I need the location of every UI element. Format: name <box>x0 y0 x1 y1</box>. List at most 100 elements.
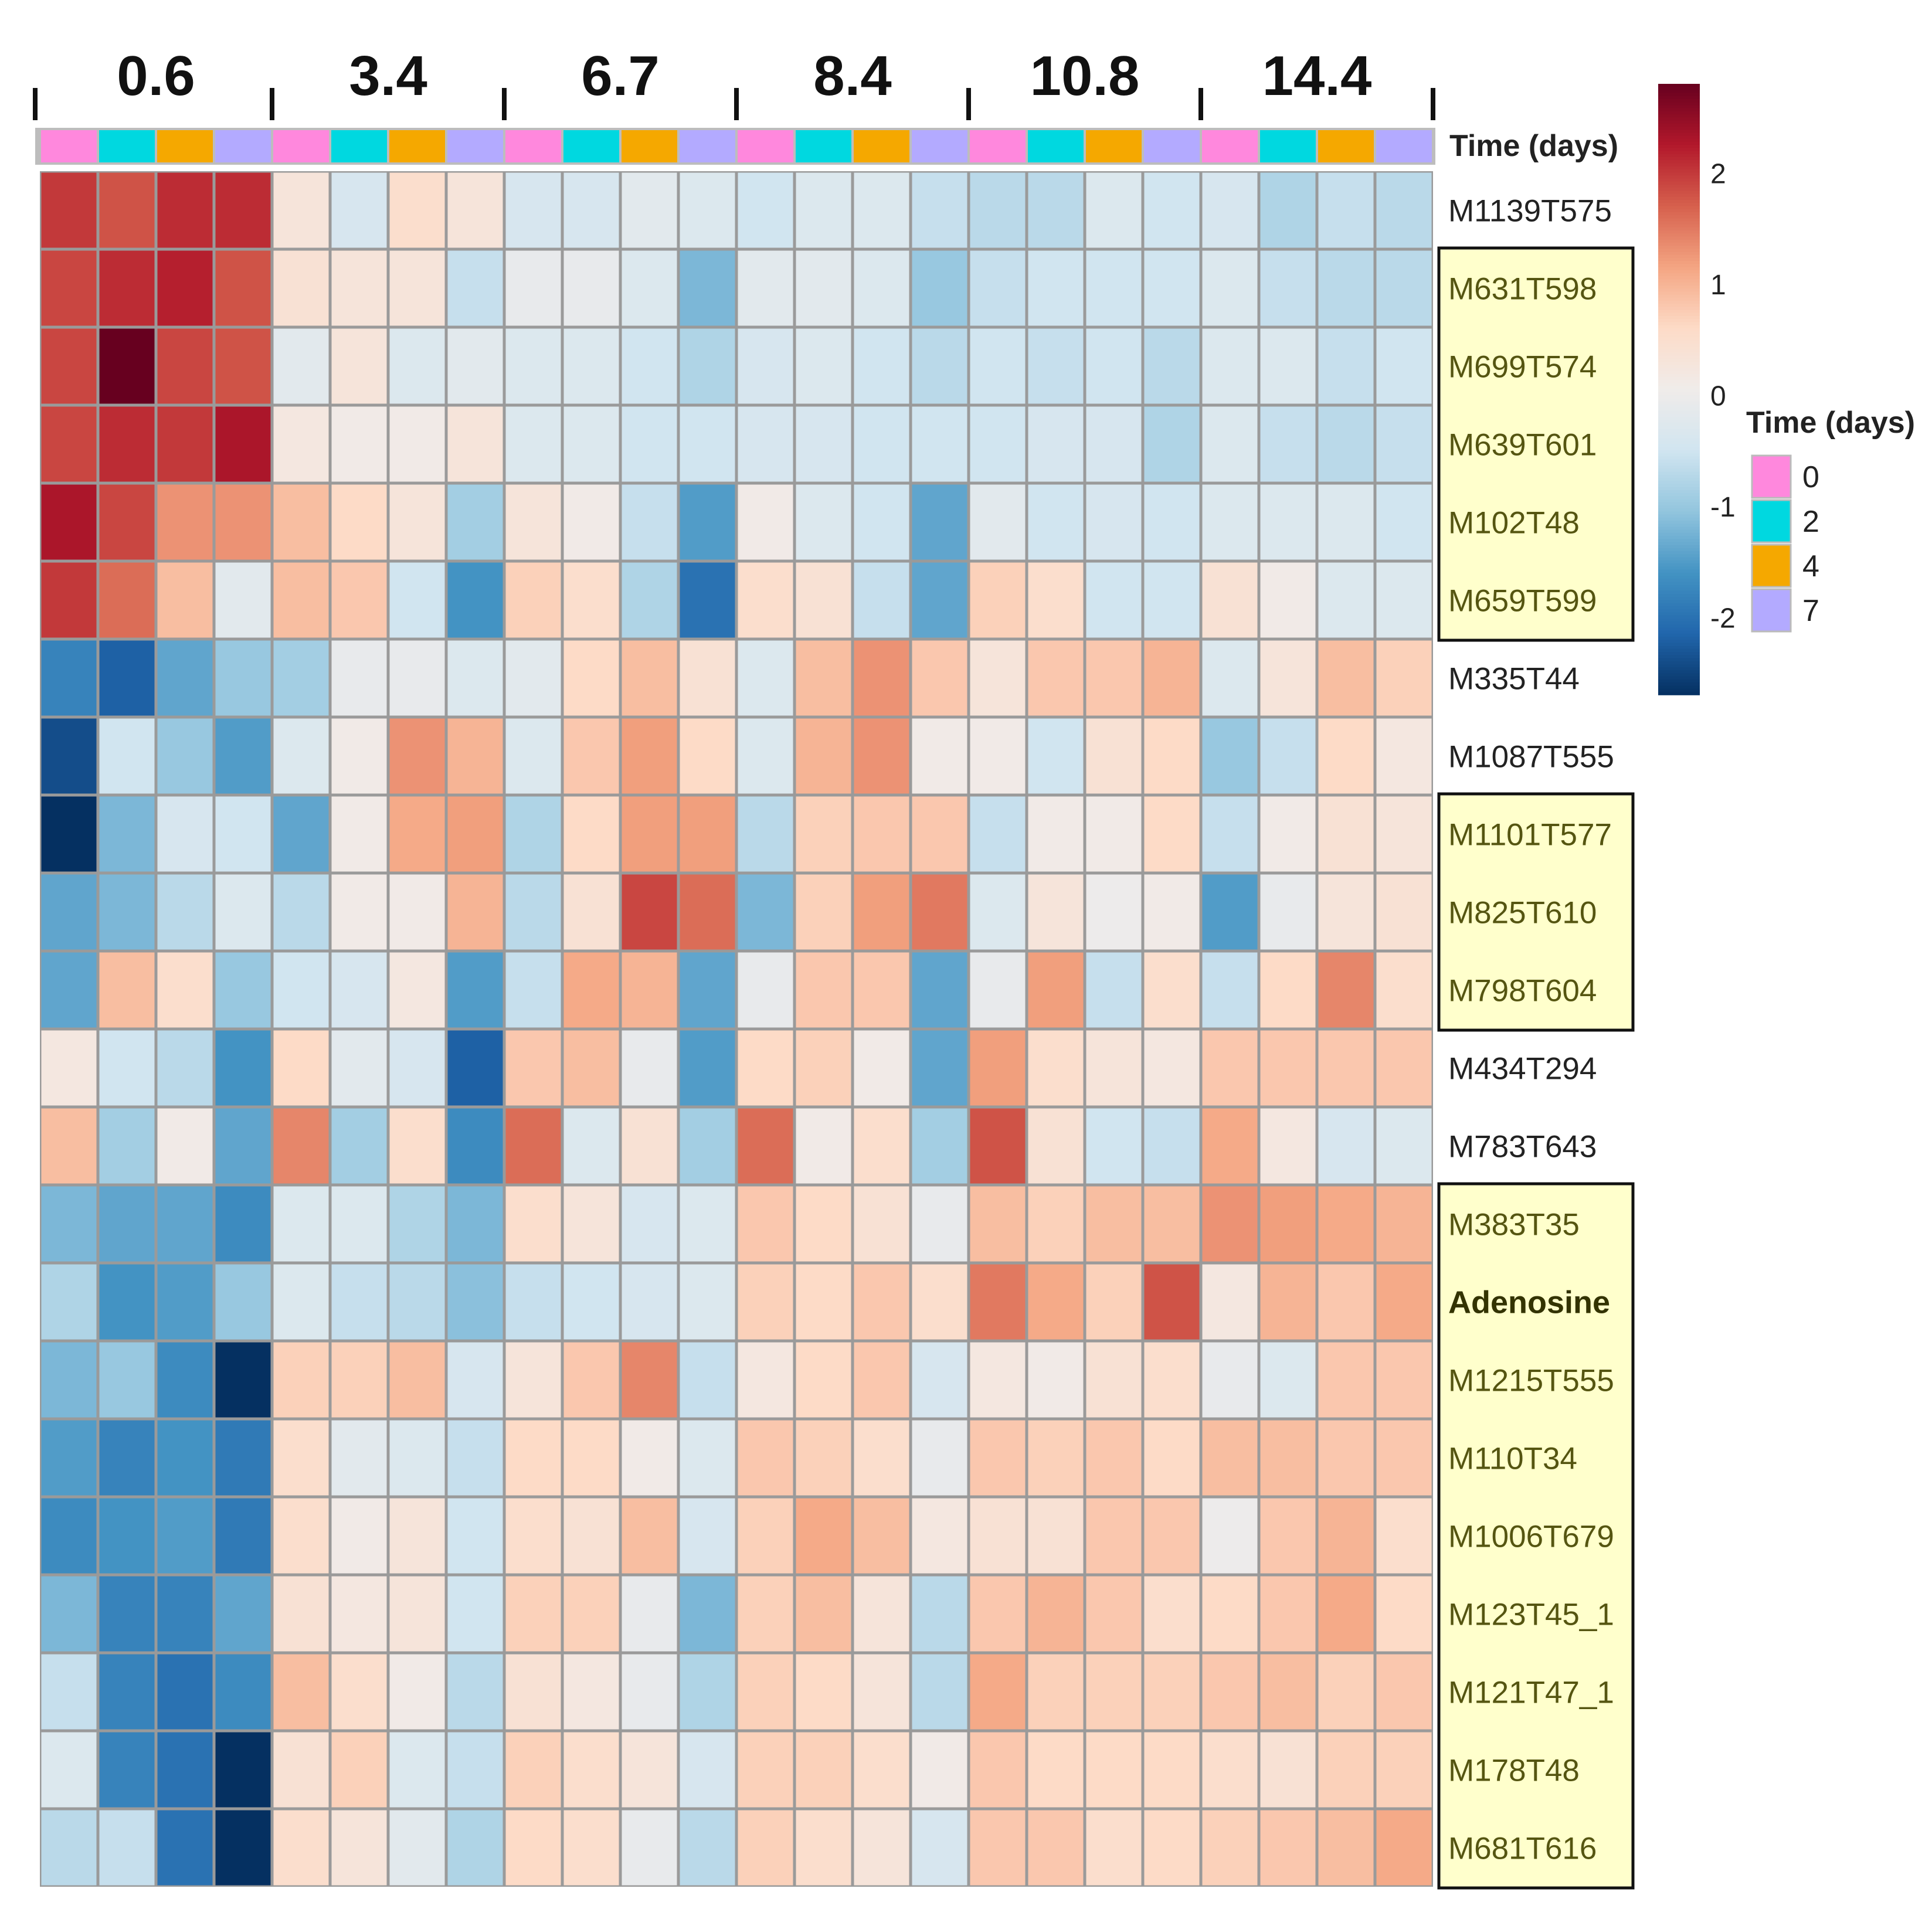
color-scale-strip <box>1658 405 1700 409</box>
row-label: Adenosine <box>1448 1285 1610 1320</box>
color-scale-strip <box>1658 273 1700 277</box>
heatmap-cell <box>796 1108 851 1184</box>
heatmap-cell <box>738 484 793 560</box>
heatmap-cell <box>215 1186 271 1262</box>
color-scale-tick-label: 1 <box>1710 270 1726 301</box>
color-scale-strip <box>1658 624 1700 629</box>
heatmap-cell <box>796 328 851 404</box>
heatmap-cell <box>41 874 97 950</box>
color-scale-strip <box>1658 267 1700 271</box>
heatmap-cell <box>912 952 967 1028</box>
annotation-cell <box>215 130 271 162</box>
heatmap-cell <box>1028 1576 1084 1652</box>
row-label: M123T45_1 <box>1448 1598 1614 1632</box>
color-scale-strip <box>1658 291 1700 296</box>
heatmap-cell <box>680 172 735 248</box>
heatmap-cell <box>99 640 155 716</box>
heatmap-cell <box>1144 1654 1200 1730</box>
color-scale-strip <box>1658 673 1700 677</box>
color-scale-strip <box>1658 325 1700 329</box>
color-scale-strip <box>1658 322 1700 326</box>
color-scale-strip <box>1658 640 1700 644</box>
heatmap-cell <box>331 952 387 1028</box>
heatmap-cell <box>1376 640 1432 716</box>
heatmap-cell <box>563 172 619 248</box>
heatmap-cell <box>1318 406 1374 482</box>
heatmap-cell <box>1376 1498 1432 1574</box>
heatmap-cell <box>1202 1576 1258 1652</box>
heatmap-cell <box>970 484 1026 560</box>
heatmap-cell <box>622 250 677 326</box>
heatmap-cell <box>157 250 213 326</box>
color-scale-strip <box>1658 410 1700 415</box>
heatmap-cell <box>41 1342 97 1418</box>
heatmap-cell <box>1260 952 1316 1028</box>
heatmap-cell <box>738 1342 793 1418</box>
heatmap-cell <box>1144 1576 1200 1652</box>
heatmap-cell <box>563 1732 619 1808</box>
heatmap-cell <box>99 1732 155 1808</box>
heatmap-cell <box>796 796 851 872</box>
heatmap-cell <box>41 952 97 1028</box>
heatmap-cell <box>157 1810 213 1886</box>
heatmap-cell <box>215 718 271 794</box>
heatmap-cell <box>1202 328 1258 404</box>
heatmap-cell <box>389 1264 445 1340</box>
annotation-cell <box>738 130 793 162</box>
heatmap-cell <box>273 562 329 638</box>
heatmap-cell <box>389 484 445 560</box>
heatmap-cell <box>505 1420 561 1496</box>
color-scale-strip <box>1658 426 1700 430</box>
color-scale-strip <box>1658 99 1700 103</box>
color-scale-tick-label: -1 <box>1710 492 1736 523</box>
color-scale-strip <box>1658 188 1700 192</box>
heatmap-cell <box>563 1264 619 1340</box>
heatmap-cell <box>912 1030 967 1106</box>
heatmap-cell <box>563 250 619 326</box>
heatmap-cell <box>447 250 503 326</box>
annotation-cell <box>1318 130 1374 162</box>
heatmap-cell <box>99 328 155 404</box>
heatmap-cell <box>622 172 677 248</box>
heatmap-cell <box>447 1264 503 1340</box>
annotation-cell <box>41 130 97 162</box>
heatmap-cell <box>215 1654 271 1730</box>
color-scale-strip <box>1658 633 1700 637</box>
color-scale-strip <box>1658 157 1700 161</box>
color-scale-strip <box>1658 117 1700 121</box>
heatmap-cell <box>1028 1420 1084 1496</box>
heatmap-cell <box>447 1108 503 1184</box>
heatmap-cell <box>1028 328 1084 404</box>
row-labels: M1139T575 M631T598 M699T574 M639T601 M102T48… <box>1448 194 1614 1866</box>
heatmap-cell <box>680 1186 735 1262</box>
heatmap-cell <box>99 1420 155 1496</box>
heatmap-cell <box>680 406 735 482</box>
heatmap-cell <box>1376 172 1432 248</box>
color-scale-strip <box>1658 347 1700 351</box>
group-ticks <box>33 88 1435 120</box>
color-scale-strip <box>1658 658 1700 662</box>
heatmap-cell <box>41 1576 97 1652</box>
heatmap-cell <box>680 718 735 794</box>
color-scale-strip <box>1658 499 1700 503</box>
annotation-cell <box>99 130 155 162</box>
color-scale-strip <box>1658 648 1700 653</box>
color-scale-strip <box>1658 120 1700 124</box>
heatmap-cell <box>1028 1498 1084 1574</box>
color-scale-strip <box>1658 438 1700 442</box>
color-scale-strip <box>1658 514 1700 518</box>
heatmap-cell <box>215 172 271 248</box>
heatmap-cell <box>99 250 155 326</box>
color-scale-strip <box>1658 334 1700 338</box>
heatmap-cell <box>99 796 155 872</box>
heatmap-cell <box>796 952 851 1028</box>
heatmap-cell <box>1202 172 1258 248</box>
heatmap-cell <box>1144 1108 1200 1184</box>
heatmap-cell <box>1086 1342 1142 1418</box>
color-scale-strip <box>1658 114 1700 118</box>
heatmap-cell <box>1260 172 1316 248</box>
color-scale-strip <box>1658 166 1700 170</box>
heatmap-cell <box>99 1810 155 1886</box>
heatmap-cell <box>215 640 271 716</box>
color-scale-strip <box>1658 517 1700 521</box>
